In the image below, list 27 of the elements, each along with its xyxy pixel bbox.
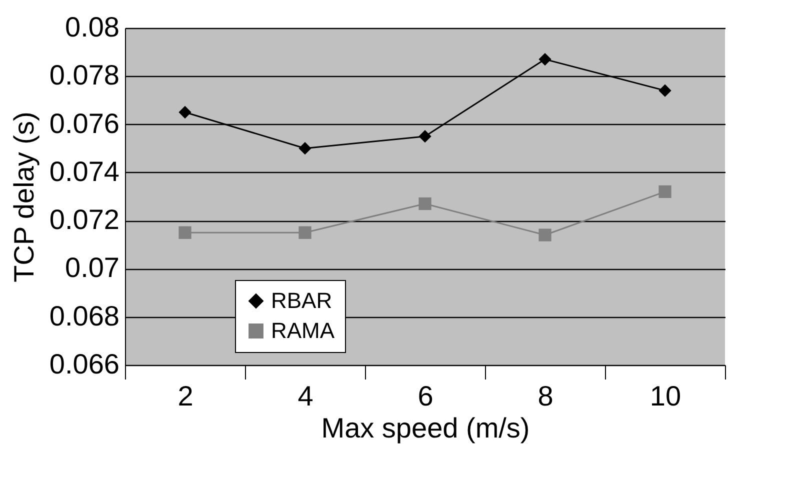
point xyxy=(178,226,192,239)
point xyxy=(538,228,552,242)
point xyxy=(178,106,192,119)
x-tick-label: 8 xyxy=(538,380,554,412)
legend-label: RAMA xyxy=(271,318,335,343)
y-tick-label: 0.08 xyxy=(65,12,120,42)
y-tick-label: 0.068 xyxy=(49,300,120,332)
point xyxy=(538,52,552,66)
x-tick-label: 2 xyxy=(178,380,194,412)
y-tick-label: 0.076 xyxy=(49,108,120,139)
point xyxy=(658,185,672,198)
y-tick-label: 0.072 xyxy=(49,204,120,236)
point xyxy=(418,197,432,210)
x-axis-title: Max speed (m/s) xyxy=(321,412,530,444)
legend-label: RBAR xyxy=(271,288,332,313)
y-axis-title: TCP delay (s) xyxy=(8,112,40,282)
y-tick-label: 0.066 xyxy=(49,348,120,380)
point xyxy=(298,142,312,155)
point xyxy=(418,130,432,143)
x-tick-label: 10 xyxy=(650,380,682,412)
point xyxy=(298,226,312,239)
y-tick-label: 0.078 xyxy=(49,60,120,91)
point xyxy=(658,84,672,97)
y-tick-label: 0.074 xyxy=(49,156,120,187)
x-tick-label: 4 xyxy=(298,380,314,412)
y-tick-label: 0.07 xyxy=(65,252,120,284)
x-tick-label: 6 xyxy=(418,380,434,412)
